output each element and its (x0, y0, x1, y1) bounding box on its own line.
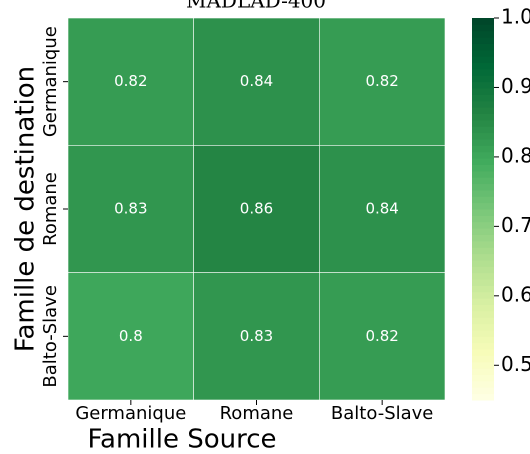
colorbar-segment (472, 189, 494, 197)
y-axis-title: Famille de destination (11, 66, 41, 352)
cell (67, 272, 194, 401)
colorbar-segment (472, 56, 494, 64)
colorbar-segment (472, 228, 494, 235)
colorbar-segment (472, 310, 494, 318)
colorbar-segment (472, 291, 494, 299)
colorbar-segment (472, 393, 494, 401)
colorbar-segment (472, 113, 494, 121)
cell (67, 145, 194, 273)
colorbar-segment (472, 94, 494, 102)
colorbar-segment (472, 304, 494, 312)
colorbar-segment (472, 49, 494, 57)
colorbar-segment (472, 170, 494, 178)
colorbar-tick-label: 0.5 (501, 352, 530, 376)
colorbar-segment (472, 18, 494, 25)
colorbar-segment (472, 119, 494, 127)
colorbar-segment (472, 247, 494, 255)
colorbar-segment (472, 368, 494, 376)
cell-label: 0.82 (365, 327, 398, 345)
x-tick-label: Balto-Slave (331, 403, 433, 424)
colorbar-segment (472, 380, 494, 388)
cell-label: 0.83 (114, 200, 147, 218)
colorbar-segment (472, 240, 494, 248)
colorbar-segment (472, 107, 494, 114)
colorbar-segment (472, 374, 494, 382)
cell-label: 0.82 (114, 72, 147, 90)
colorbar-segment (472, 43, 494, 51)
cell-label: 0.86 (240, 200, 273, 218)
colorbar-segment (472, 259, 494, 267)
cell-label: 0.83 (240, 327, 273, 345)
cell (67, 17, 194, 146)
colorbar-segment (472, 68, 494, 76)
colorbar-segment (472, 387, 494, 395)
colorbar-segment (472, 215, 494, 223)
colorbar-segment (472, 88, 494, 95)
y-tick-label: Germanique (40, 26, 61, 137)
cell-label: 0.8 (119, 327, 143, 345)
colorbar-segment (472, 30, 494, 38)
cell (193, 17, 320, 146)
colorbar-segment (472, 253, 494, 261)
colorbar-tick-label: 1.0 (501, 5, 530, 29)
cell (319, 17, 446, 146)
colorbar-segment (472, 361, 494, 369)
x-tick-label: Germanique (75, 403, 186, 424)
colorbar-segment (472, 336, 494, 344)
colorbar-segment (472, 164, 494, 172)
colorbar-segment (472, 24, 494, 32)
colorbar-segment (472, 138, 494, 146)
colorbar-segment (472, 209, 494, 216)
colorbar-segment (472, 266, 494, 274)
colorbar-segment (472, 355, 494, 363)
colorbar-segment (472, 317, 494, 325)
colorbar-segment (472, 145, 494, 153)
colorbar-tick-label: 0.8 (501, 143, 530, 167)
colorbar-segment (472, 298, 494, 305)
colorbar-segment (472, 100, 494, 108)
colorbar-segment (472, 202, 494, 210)
colorbar-segment (472, 323, 494, 331)
cell-label: 0.82 (365, 72, 398, 90)
cell (193, 272, 320, 401)
colorbar-segment (472, 285, 494, 293)
colorbar-segment (472, 75, 494, 83)
colorbar-segment (472, 37, 494, 44)
x-tick-label: Romane (220, 403, 294, 424)
colorbar-segment (472, 329, 494, 337)
colorbar-tick-label: 0.7 (501, 213, 530, 237)
colorbar-segment (472, 342, 494, 350)
colorbar-segment (472, 81, 494, 89)
colorbar-segment (472, 132, 494, 140)
colorbar-segment (472, 62, 494, 70)
colorbar-segment (472, 349, 494, 356)
chart-title: MADLAD-400 (186, 0, 326, 13)
colorbar-tick-label: 0.6 (501, 282, 530, 306)
colorbar-segment (472, 183, 494, 191)
cell-label: 0.84 (365, 200, 398, 218)
colorbar-tick-label: 0.9 (501, 74, 530, 98)
colorbar-segment (472, 221, 494, 229)
colorbar-segment (472, 196, 494, 204)
colorbar-segment (472, 279, 494, 286)
colorbar-segment (472, 151, 494, 159)
y-tick-label: Romane (40, 172, 61, 246)
colorbar-segment (472, 158, 494, 165)
x-axis-title: Famille Source (87, 425, 276, 454)
cell (319, 145, 446, 273)
cell-label: 0.84 (240, 72, 273, 90)
y-tick-label: Balto-Slave (40, 285, 61, 387)
colorbar-segment (472, 272, 494, 280)
colorbar-segment (472, 126, 494, 134)
colorbar-segment (472, 234, 494, 242)
colorbar-segment (472, 177, 494, 185)
cell (193, 145, 320, 273)
